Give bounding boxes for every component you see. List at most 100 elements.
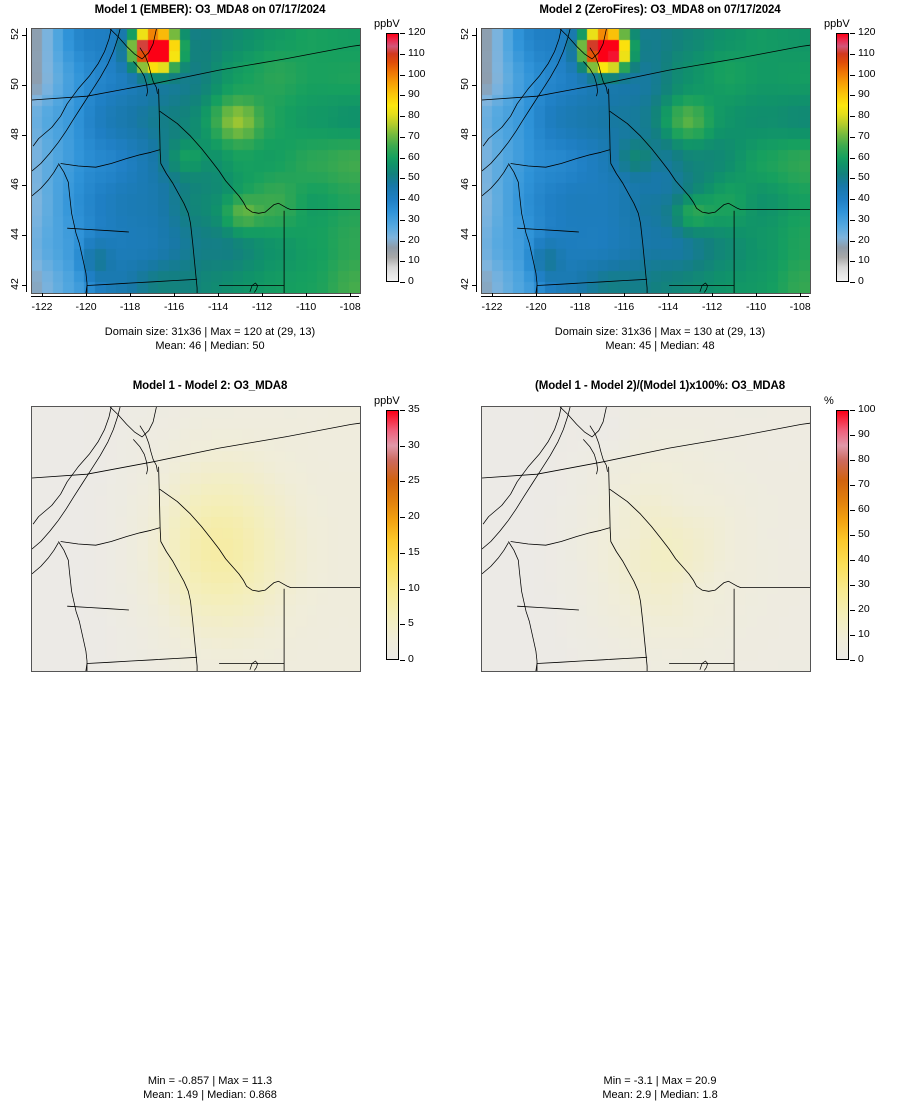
colorbar-tick-label: 90 — [858, 428, 870, 440]
colorbar-tick-label: 5 — [408, 617, 414, 630]
y-axis-label: 46 — [9, 178, 21, 190]
colorbar-tick — [400, 116, 405, 117]
colorbar-tick-label: 90 — [408, 88, 420, 101]
y-axis-tick — [22, 35, 26, 37]
colorbar-tick — [850, 95, 855, 97]
colorbar-tick — [400, 74, 405, 76]
colorbar-tick — [850, 485, 855, 486]
panel-title: Model 1 - Model 2: O3_MDA8 — [132, 380, 288, 392]
y-axis-tick — [22, 284, 26, 286]
colorbar-tick-label: 50 — [858, 528, 870, 540]
x-axis-label: -122 — [481, 301, 503, 313]
panel-stats: Min = -0.857 | Max = 11.3 Mean: 1.49 | Me… — [0, 1075, 420, 1102]
stats-line-1: Domain size: 31x36 | Max = 130 at (29, 1… — [554, 326, 766, 338]
colorbar-tick-label: 35 — [408, 403, 420, 415]
panel-title: Model 2 (ZeroFires): O3_MDA8 on 07/17/20… — [539, 4, 781, 16]
colorbar-tick — [850, 136, 855, 138]
y-axis-label: 42 — [459, 277, 471, 290]
y-axis-tick — [472, 35, 476, 37]
panel-stats: Domain size: 31x36 | Max = 120 at (29, 1… — [0, 326, 420, 353]
colorbar-tick — [850, 610, 855, 611]
map-plot-area — [481, 28, 811, 294]
x-axis-tick — [174, 293, 176, 297]
map-plot-area — [481, 406, 811, 672]
colorbar-tick-label: 110 — [408, 46, 425, 59]
colorbar-tick — [400, 219, 405, 221]
map-plot-area — [31, 28, 361, 294]
colorbar-tick-label: 120 — [408, 26, 426, 38]
y-axis-tick — [22, 85, 26, 87]
colorbar-tick — [400, 588, 405, 590]
colorbar-tick — [850, 435, 855, 436]
y-axis-label: 50 — [9, 78, 21, 91]
panel-model1: Model 1 (EMBER): O3_MDA8 on 07/17/2024 -… — [0, 0, 450, 376]
colorbar-tick-label: 15 — [408, 545, 420, 558]
x-axis-label: -122 — [31, 301, 53, 313]
colorbar-tick-label: 0 — [408, 653, 414, 665]
colorbar-tick-label: 100 — [408, 67, 426, 80]
x-axis-tick — [668, 293, 670, 297]
colorbar-tick — [850, 635, 855, 636]
x-axis-label: -112 — [702, 301, 723, 313]
colorbar-tick — [400, 261, 405, 263]
colorbar-tick — [400, 660, 405, 661]
stats-line-2: Mean: 46 | Median: 50 — [155, 339, 265, 352]
colorbar-tick — [850, 199, 855, 200]
colorbar-tick-label: 20 — [858, 603, 870, 615]
colorbar-unit-label: ppbV — [374, 18, 400, 30]
colorbar-tick-label: 80 — [858, 109, 870, 121]
colorbar-tick-label: 20 — [858, 233, 870, 246]
panel-stats: Min = -3.1 | Max = 20.9 Mean: 2.9 | Media… — [450, 1075, 870, 1102]
x-axis-tick — [42, 293, 43, 297]
stats-line-2: Mean: 2.9 | Median: 1.8 — [602, 1088, 718, 1101]
y-axis-label: 48 — [459, 128, 471, 140]
panel-title: Model 1 (EMBER): O3_MDA8 on 07/17/2024 — [94, 4, 326, 16]
x-axis-tick — [536, 293, 538, 297]
colorbar-tick — [850, 53, 855, 55]
colorbar-tick-label: 30 — [858, 212, 870, 225]
colorbar-tick — [850, 240, 855, 242]
colorbar-tick — [850, 560, 855, 561]
map-raster — [482, 407, 810, 671]
x-axis-tick — [800, 293, 802, 297]
panel-difference: Model 1 - Model 2: O3_MDA8 ppbV 0 5 10 15 20 2… — [0, 376, 450, 1101]
colorbar-tick — [850, 510, 855, 511]
y-axis-label: 42 — [9, 277, 21, 290]
colorbar-tick-label: 60 — [858, 150, 870, 163]
colorbar-tick-label: 70 — [858, 478, 870, 490]
colorbar-tick-label: 110 — [858, 46, 875, 59]
colorbar-tick-label: 30 — [408, 438, 420, 451]
x-axis-label: -112 — [252, 301, 273, 313]
colorbar-tick — [400, 445, 405, 447]
colorbar-tick — [400, 517, 405, 519]
colorbar-tick-label: 40 — [408, 192, 420, 204]
y-axis-label: 46 — [459, 178, 471, 190]
colorbar-tick — [850, 261, 855, 263]
x-axis-label: -108 — [339, 301, 361, 313]
x-axis-tick — [712, 293, 714, 297]
colorbar-tick-label: 40 — [858, 553, 870, 565]
colorbar-gradient — [386, 33, 399, 282]
x-axis-tick — [580, 293, 582, 297]
colorbar-tick-label: 100 — [858, 403, 876, 415]
x-axis-line — [31, 296, 359, 297]
y-axis-tick — [22, 184, 26, 186]
y-axis-label: 52 — [9, 28, 21, 41]
x-axis-label: -118 — [569, 301, 591, 313]
y-axis-line — [26, 28, 27, 292]
colorbar-tick — [400, 157, 405, 159]
x-axis-label: -108 — [789, 301, 811, 313]
x-axis-tick — [306, 293, 308, 297]
colorbar-tick — [850, 660, 855, 661]
x-axis-tick — [624, 293, 626, 297]
colorbar-tick-label: 30 — [408, 212, 420, 225]
colorbar-tick-label: 70 — [408, 129, 420, 142]
y-axis-line — [476, 28, 477, 292]
stats-line-1: Min = -0.857 | Max = 11.3 — [147, 1075, 273, 1087]
colorbar-unit-label: % — [824, 395, 834, 407]
y-axis-tick — [472, 184, 476, 186]
colorbar-tick — [850, 116, 855, 117]
x-axis-tick — [492, 293, 493, 297]
colorbar-tick-label: 0 — [858, 653, 864, 665]
x-axis-line — [481, 296, 809, 297]
